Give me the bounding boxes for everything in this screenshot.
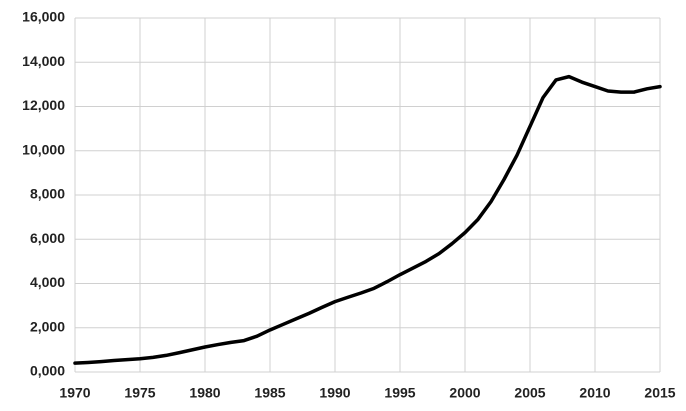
data-line — [73, 74, 662, 365]
x-tick-label: 1985 — [254, 385, 285, 401]
y-tick-label: 12,000 — [22, 97, 65, 113]
y-tick-label: 6,000 — [30, 230, 65, 246]
x-tick-label: 2015 — [644, 385, 675, 401]
x-tick-label: 1980 — [189, 385, 220, 401]
y-tick-label: 16,000 — [22, 9, 65, 25]
x-tick-label: 2010 — [579, 385, 610, 401]
x-tick-label: 1995 — [384, 385, 415, 401]
y-tick-label: 0,000 — [30, 363, 65, 379]
x-tick-label: 1975 — [124, 385, 155, 401]
x-tick-label: 2005 — [514, 385, 545, 401]
y-tick-label: 10,000 — [22, 141, 65, 157]
x-tick-label: 2000 — [449, 385, 480, 401]
x-tick-label: 1990 — [319, 385, 350, 401]
y-tick-label: 14,000 — [22, 53, 65, 69]
x-tick-label: 1970 — [59, 385, 90, 401]
y-tick-label: 8,000 — [30, 186, 65, 202]
y-tick-label: 2,000 — [30, 318, 65, 334]
y-tick-label: 4,000 — [30, 274, 65, 290]
